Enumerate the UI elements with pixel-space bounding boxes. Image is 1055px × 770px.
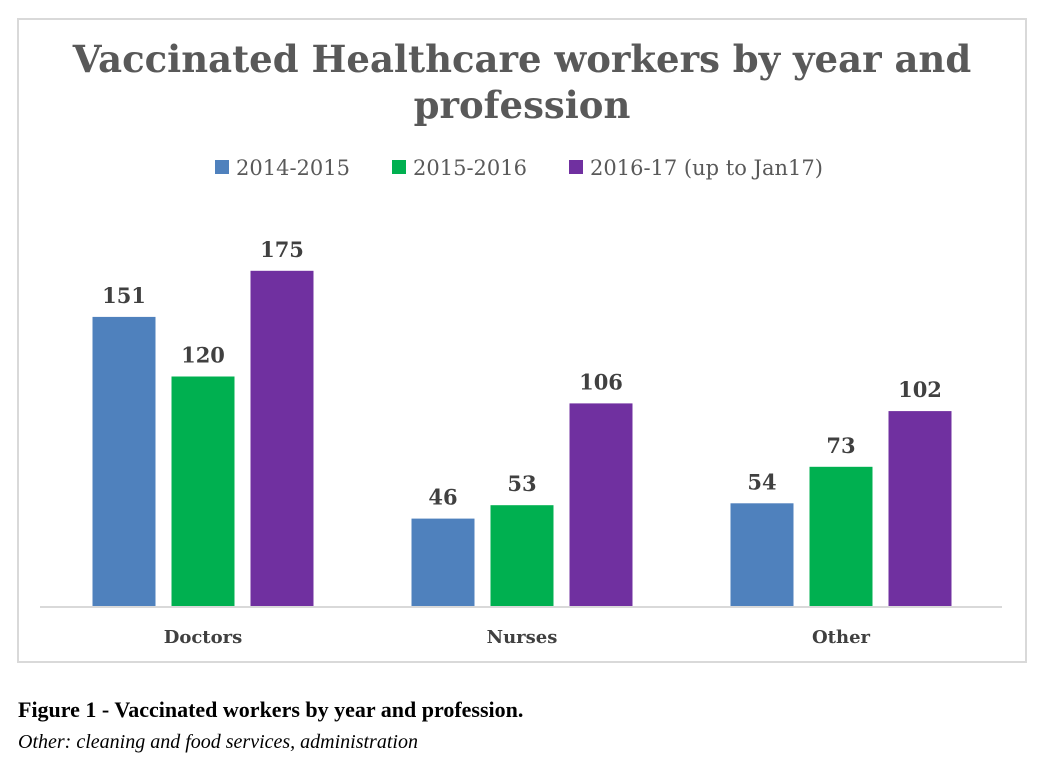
category-label-other: Other [812,627,871,648]
bar-other-series-3 [888,411,952,607]
bar-nurses-series-2 [490,505,554,607]
chart-title-line-1: Vaccinated Healthcare workers by year an… [72,37,971,81]
chart-title-line-2: profession [414,83,631,127]
bar-doctors-series-3 [250,270,314,607]
value-label-nurses-series-2: 53 [507,471,536,496]
bar-chart: Vaccinated Healthcare workers by year an… [40,37,1002,648]
bar-doctors-series-1 [92,316,156,607]
legend-swatch-2016-17 [569,160,583,174]
legend-swatch-2014-2015 [215,160,229,174]
value-label-other-series-3: 102 [898,377,942,402]
bar-nurses-series-3 [569,403,633,607]
legend-swatch-2015-2016 [392,160,406,174]
value-label-doctors-series-2: 120 [181,343,225,368]
bar-nurses-series-1 [411,518,475,607]
value-label-other-series-1: 54 [747,469,776,494]
legend-label-2016-17: 2016-17 (up to Jan17) [590,156,823,180]
value-label-nurses-series-1: 46 [428,485,457,510]
legend-label-2015-2016: 2015-2016 [413,156,527,180]
bar-doctors-series-2 [171,376,235,607]
value-label-doctors-series-1: 151 [102,283,146,308]
bar-other-series-1 [730,503,794,607]
value-label-other-series-2: 73 [826,433,855,458]
category-label-nurses: Nurses [487,627,558,648]
figure-note: Other: cleaning and food services, admin… [18,731,418,753]
bar-other-series-2 [809,466,873,607]
legend-label-2014-2015: 2014-2015 [236,156,350,180]
category-label-doctors: Doctors [164,627,243,648]
value-label-nurses-series-3: 106 [579,369,623,394]
figure-caption: Figure 1 - Vaccinated workers by year an… [18,697,524,722]
value-label-doctors-series-3: 175 [260,237,304,262]
bar-group: 151 120 175 46 53 106 54 73 102 [92,237,952,607]
